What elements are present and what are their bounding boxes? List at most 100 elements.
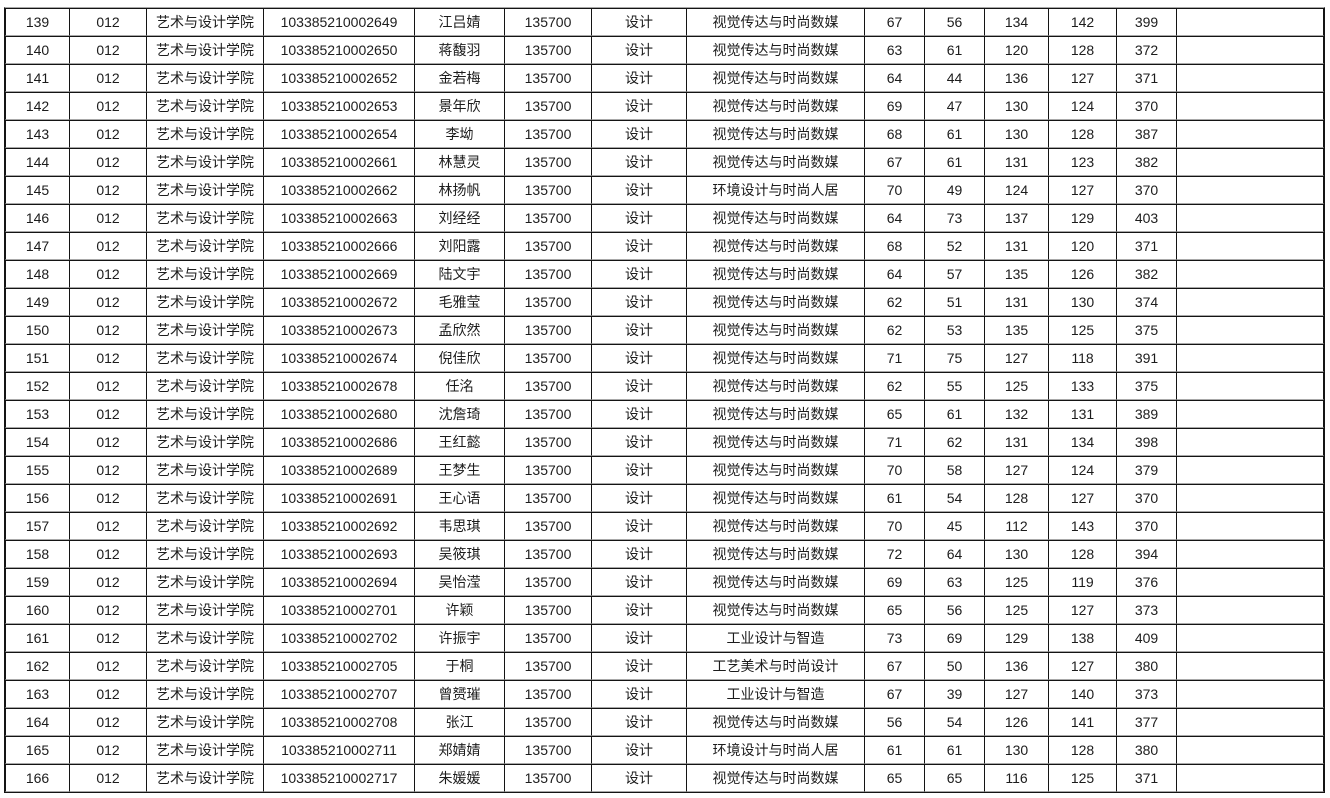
table-cell: 135700: [504, 36, 591, 64]
table-cell: 工业设计与智造: [686, 624, 864, 652]
table-cell: 141: [1048, 708, 1116, 736]
table-cell: 135700: [504, 120, 591, 148]
table-cell: 103385210002669: [263, 260, 414, 288]
table-cell: 012: [69, 204, 146, 232]
table-cell: 375: [1116, 372, 1176, 400]
table-cell: 70: [864, 456, 924, 484]
table-cell: [1176, 372, 1324, 400]
table-cell: 370: [1116, 176, 1176, 204]
table-cell: 135700: [504, 624, 591, 652]
table-cell: 64: [924, 540, 984, 568]
table-cell: 58: [924, 456, 984, 484]
table-cell: 艺术与设计学院: [146, 484, 263, 512]
table-cell: [1176, 736, 1324, 764]
table-cell: [1176, 260, 1324, 288]
table-cell: 62: [924, 428, 984, 456]
table-cell: 69: [864, 92, 924, 120]
table-cell: [1176, 92, 1324, 120]
table-cell: 012: [69, 596, 146, 624]
table-cell: 视觉传达与时尚数媒: [686, 92, 864, 120]
table-cell: 135700: [504, 736, 591, 764]
table-cell: 于桐: [414, 652, 504, 680]
table-cell: 136: [984, 652, 1048, 680]
table-cell: 134: [1048, 428, 1116, 456]
table-row: 144 012 艺术与设计学院 103385210002661 林慧灵 135700 设计视…: [5, 148, 1324, 176]
table-row: 146 012 艺术与设计学院 103385210002663 刘经经 135700 设计视…: [5, 204, 1324, 232]
table-cell: 艺术与设计学院: [146, 344, 263, 372]
table-cell: 71: [864, 344, 924, 372]
table-cell: 373: [1116, 596, 1176, 624]
table-cell: 环境设计与时尚人居: [686, 736, 864, 764]
table-cell: 150: [5, 316, 69, 344]
table-cell: 376: [1116, 568, 1176, 596]
table-cell: [1176, 64, 1324, 92]
table-cell: 140: [1048, 680, 1116, 708]
table-cell: 49: [924, 176, 984, 204]
table-cell: 视觉传达与时尚数媒: [686, 232, 864, 260]
table-cell: 146: [5, 204, 69, 232]
table-cell: 387: [1116, 120, 1176, 148]
table-cell: 吴筱琪: [414, 540, 504, 568]
table-cell: 372: [1116, 36, 1176, 64]
table-cell: 设计: [591, 708, 686, 736]
table-cell: 65: [864, 596, 924, 624]
table-cell: 163: [5, 680, 69, 708]
table-cell: 王梦生: [414, 456, 504, 484]
table-cell: 130: [984, 92, 1048, 120]
table-cell: 江吕婧: [414, 8, 504, 36]
table-cell: 设计: [591, 344, 686, 372]
table-cell: 012: [69, 512, 146, 540]
table-cell: 153: [5, 400, 69, 428]
table-cell: 131: [1048, 400, 1116, 428]
table-cell: 69: [924, 624, 984, 652]
table-cell: 135700: [504, 708, 591, 736]
table-cell: [1176, 400, 1324, 428]
table-cell: 103385210002686: [263, 428, 414, 456]
table-cell: 艺术与设计学院: [146, 232, 263, 260]
table-cell: 54: [924, 484, 984, 512]
table-row: 147 012 艺术与设计学院 103385210002666 刘阳露 135700 设计视…: [5, 232, 1324, 260]
table-cell: 蒋馥羽: [414, 36, 504, 64]
table-cell: 71: [864, 428, 924, 456]
table-cell: 135700: [504, 176, 591, 204]
table-cell: 设计: [591, 176, 686, 204]
table-cell: 012: [69, 344, 146, 372]
table-cell: 艺术与设计学院: [146, 708, 263, 736]
table-row: 151 012 艺术与设计学院 103385210002674 倪佳欣 135700 设计视…: [5, 344, 1324, 372]
table-cell: 103385210002711: [263, 736, 414, 764]
table-cell: 135700: [504, 568, 591, 596]
table-cell: 设计: [591, 316, 686, 344]
table-cell: 127: [984, 344, 1048, 372]
table-cell: 56: [864, 708, 924, 736]
table-cell: 65: [924, 764, 984, 792]
table-cell: 郑婧婧: [414, 736, 504, 764]
table-cell: 129: [984, 624, 1048, 652]
table-cell: 137: [984, 204, 1048, 232]
table-cell: 艺术与设计学院: [146, 36, 263, 64]
table-cell: 103385210002662: [263, 176, 414, 204]
table-cell: 设计: [591, 652, 686, 680]
table-cell: 金若梅: [414, 64, 504, 92]
table-cell: 视觉传达与时尚数媒: [686, 428, 864, 456]
table-cell: 67: [864, 148, 924, 176]
table-cell: 57: [924, 260, 984, 288]
table-cell: 164: [5, 708, 69, 736]
table-cell: 165: [5, 736, 69, 764]
table-cell: 126: [984, 708, 1048, 736]
table-cell: 398: [1116, 428, 1176, 456]
table-cell: 135700: [504, 540, 591, 568]
table-cell: 157: [5, 512, 69, 540]
table-cell: 128: [1048, 540, 1116, 568]
table-row: 154 012 艺术与设计学院 103385210002686 王红懿 135700 设计视…: [5, 428, 1324, 456]
table-cell: 刘经经: [414, 204, 504, 232]
table-cell: 艺术与设计学院: [146, 428, 263, 456]
table-cell: 毛雅莹: [414, 288, 504, 316]
table-cell: 135700: [504, 400, 591, 428]
table-cell: 50: [924, 652, 984, 680]
table-cell: 任洺: [414, 372, 504, 400]
table-cell: 133: [1048, 372, 1116, 400]
table-cell: 135700: [504, 764, 591, 792]
table-cell: 125: [1048, 764, 1116, 792]
table-cell: 55: [924, 372, 984, 400]
table-cell: 135700: [504, 512, 591, 540]
